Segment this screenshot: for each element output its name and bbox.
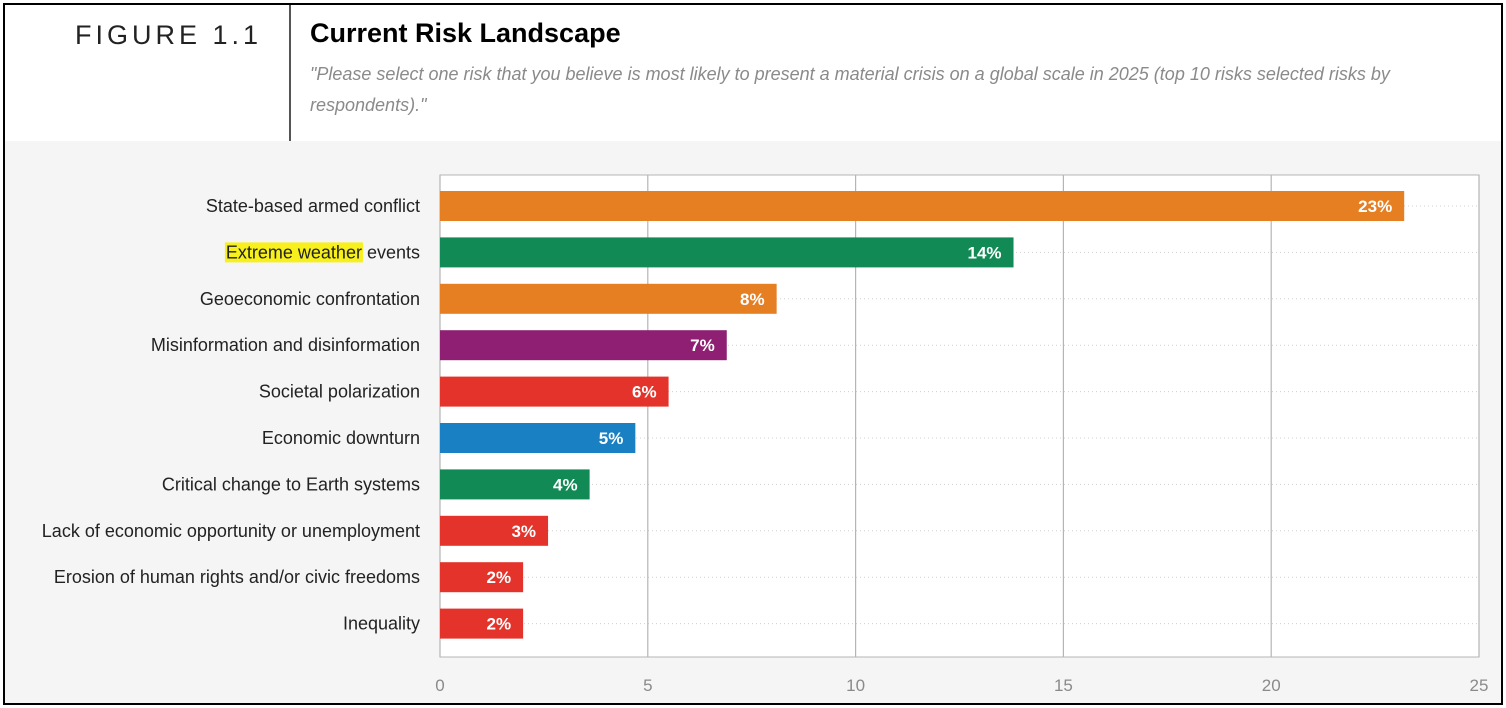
x-tick-label: 10 — [846, 676, 865, 695]
bar-data-label: 23% — [1358, 197, 1392, 216]
bar-data-label: 2% — [487, 568, 512, 587]
x-tick-label: 0 — [435, 676, 444, 695]
bar — [440, 376, 669, 407]
y-category-label: Misinformation and disinformation — [151, 335, 420, 355]
y-category-label: Geoeconomic confrontation — [200, 289, 420, 309]
bar-data-label: 4% — [553, 475, 578, 494]
bar-data-label: 7% — [690, 336, 715, 355]
chart-subtitle: "Please select one risk that you believe… — [310, 64, 1390, 115]
header-divider — [289, 5, 291, 141]
bar — [440, 330, 727, 361]
bar-data-label: 8% — [740, 290, 765, 309]
bar — [440, 191, 1405, 221]
bar-data-label: 6% — [632, 383, 657, 402]
y-category-label: State-based armed conflict — [206, 196, 420, 216]
y-category-label: Lack of economic opportunity or unemploy… — [42, 521, 420, 541]
x-tick-label: 20 — [1262, 676, 1281, 695]
text-highlight-marker — [224, 242, 363, 263]
bar — [440, 562, 524, 593]
y-category-label: Societal polarization — [259, 382, 420, 402]
bar — [440, 283, 777, 314]
chart-title: Current Risk Landscape — [310, 18, 621, 48]
y-category-label: Critical change to Earth systems — [162, 474, 420, 494]
bar — [440, 469, 590, 500]
figure-frame: FIGURE 1.1 Current Risk Landscape "Pleas… — [3, 3, 1503, 705]
bar — [440, 515, 549, 546]
bar — [440, 237, 1014, 268]
bar-data-label: 3% — [511, 522, 536, 541]
bar — [440, 608, 524, 639]
highlighted-text: Extreme weather — [226, 242, 362, 262]
bar-data-label: 2% — [487, 615, 512, 634]
highlighted-category-label: Extreme weather events — [224, 242, 420, 263]
figure-label: FIGURE 1.1 — [75, 20, 263, 50]
figure-header: FIGURE 1.1 Current Risk Landscape "Pleas… — [5, 5, 1501, 141]
bar-data-label: 5% — [599, 429, 624, 448]
x-tick-label: 5 — [643, 676, 652, 695]
bar-data-label: 14% — [967, 243, 1001, 262]
y-category-label: Economic downturn — [262, 428, 420, 448]
category-label-rest: events — [362, 242, 420, 262]
y-category-label: Inequality — [343, 614, 420, 634]
bar — [440, 423, 636, 453]
x-tick-label: 25 — [1470, 676, 1489, 695]
bar-chart: 0 5 10 15 20 25 23% State-based armed conflict 1… — [42, 174, 1489, 695]
y-category-label: Erosion of human rights and/or civic fre… — [54, 567, 420, 587]
x-tick-label: 15 — [1054, 676, 1073, 695]
y-category-label: Extreme weather events — [226, 242, 420, 262]
